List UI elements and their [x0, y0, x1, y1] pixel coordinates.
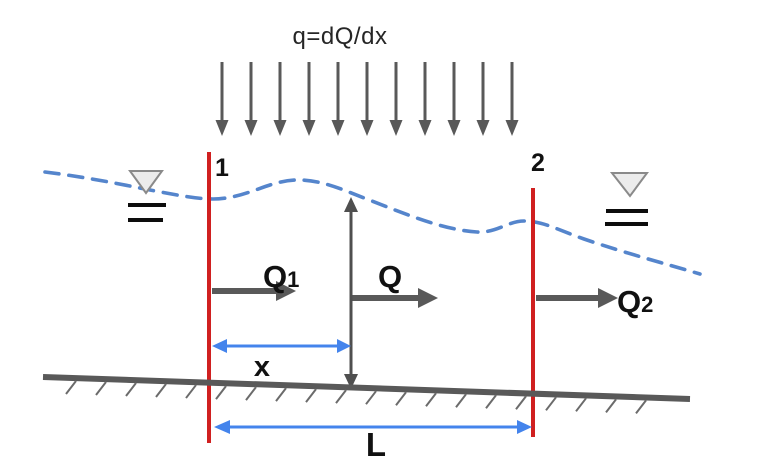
- down-arrowhead-icon: [505, 120, 519, 136]
- right-arrowhead-icon: [598, 288, 618, 308]
- right-arrowhead-icon: [276, 281, 296, 301]
- hatch-tick: [335, 389, 347, 404]
- down-arrowhead-icon: [389, 120, 403, 136]
- down-arrowhead-icon: [418, 120, 432, 136]
- depth-double-arrow: [344, 197, 358, 389]
- right-arrowhead-icon: [337, 339, 351, 353]
- discharge-q2-arrow: [536, 288, 618, 308]
- down-arrowhead-icon: [344, 374, 358, 389]
- nabla-water-level-icon: [609, 172, 649, 198]
- hatch-tick: [515, 395, 527, 410]
- discharge-q1-arrow: [212, 281, 296, 301]
- discharge-q-arrow: [352, 288, 438, 308]
- hatch-tick: [155, 383, 167, 398]
- up-arrowhead-icon: [344, 197, 358, 212]
- down-arrowhead-icon: [215, 120, 229, 136]
- hatch-tick: [545, 396, 557, 411]
- down-arrowhead-icon: [476, 120, 490, 136]
- q1-symbol: Q: [263, 259, 287, 294]
- length-L-label: L: [366, 426, 386, 463]
- hatch-tick: [455, 393, 467, 408]
- water-level-symbol-left: [128, 170, 166, 222]
- q2-subscript: 2: [641, 292, 653, 317]
- water-surface-dashed-line: [43, 170, 702, 276]
- length-L-dimension-arrow: [214, 420, 532, 434]
- down-arrowhead-icon: [447, 120, 461, 136]
- hatch-tick: [275, 387, 287, 402]
- section-1-label: 1: [215, 154, 229, 182]
- hatch-tick: [215, 385, 227, 400]
- right-arrowhead-icon: [418, 288, 438, 308]
- discharge-q-label: Q: [378, 259, 402, 294]
- hatch-tick: [425, 392, 437, 407]
- down-arrowhead-icon: [331, 120, 345, 136]
- hatch-tick: [605, 398, 617, 413]
- section-2-label: 2: [531, 149, 545, 177]
- hatch-tick: [395, 391, 407, 406]
- inflow-equation-label: q=dQ/dx: [293, 23, 388, 50]
- channel-bed-line: [42, 374, 691, 402]
- hatch-tick: [185, 384, 197, 399]
- hatch-tick: [65, 380, 77, 395]
- left-arrowhead-icon: [212, 339, 227, 353]
- hatch-tick: [635, 399, 647, 414]
- hatch-tick: [365, 390, 377, 405]
- right-arrowhead-icon: [517, 420, 532, 434]
- hatch-tick: [245, 386, 257, 401]
- nabla-water-level-icon: [128, 170, 164, 195]
- left-arrowhead-icon: [214, 420, 230, 434]
- distance-x-dimension-arrow: [212, 339, 351, 353]
- down-arrowhead-icon: [273, 120, 287, 136]
- distance-x-label: x: [254, 351, 270, 383]
- hatch-tick: [575, 397, 587, 412]
- discharge-q1-label: Q1: [263, 259, 299, 294]
- hatch-tick: [95, 381, 107, 396]
- bed-hatch-marks: [65, 380, 647, 414]
- down-arrowhead-icon: [302, 120, 316, 136]
- q1-subscript: 1: [287, 267, 299, 292]
- hatch-tick: [485, 394, 497, 409]
- hatch-tick: [305, 388, 317, 403]
- discharge-q2-label: Q2: [617, 284, 653, 319]
- q2-symbol: Q: [617, 284, 641, 319]
- lateral-inflow-arrows: [215, 62, 519, 136]
- down-arrowhead-icon: [244, 120, 258, 136]
- water-level-symbol-right: [605, 172, 649, 226]
- hatch-tick: [125, 382, 137, 397]
- down-arrowhead-icon: [360, 120, 374, 136]
